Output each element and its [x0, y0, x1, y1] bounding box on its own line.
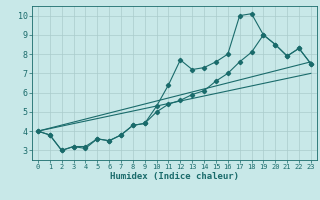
X-axis label: Humidex (Indice chaleur): Humidex (Indice chaleur): [110, 172, 239, 181]
